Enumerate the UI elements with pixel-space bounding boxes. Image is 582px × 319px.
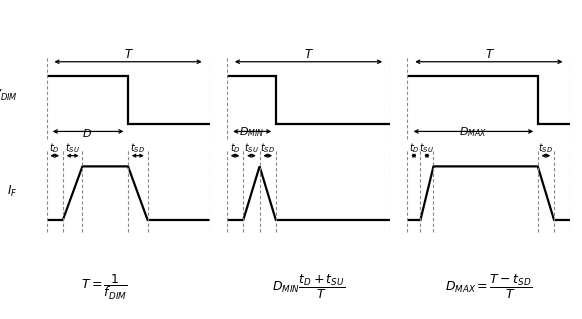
Text: $t_{SU}$: $t_{SU}$ — [420, 142, 434, 155]
Text: T: T — [305, 48, 312, 61]
Text: $t_D$: $t_D$ — [409, 142, 419, 155]
Text: $V_{DIM}$: $V_{DIM}$ — [0, 88, 17, 103]
Text: $D_{MAX}$: $D_{MAX}$ — [459, 125, 487, 138]
Text: T: T — [485, 48, 492, 61]
Text: $D_{MAX} = \dfrac{T-t_{SD}}{T}$: $D_{MAX} = \dfrac{T-t_{SD}}{T}$ — [445, 273, 533, 301]
Text: D: D — [83, 129, 91, 138]
Text: $t_{SU}$: $t_{SU}$ — [65, 142, 80, 155]
Text: $D_{MIN}\dfrac{t_D+t_{SU}}{T}$: $D_{MIN}\dfrac{t_D+t_{SU}}{T}$ — [272, 273, 345, 301]
Text: T: T — [125, 48, 132, 61]
Text: $t_{SU}$: $t_{SU}$ — [244, 142, 259, 155]
Text: $t_D$: $t_D$ — [230, 142, 240, 155]
Text: $I_F$: $I_F$ — [7, 184, 17, 199]
Text: $t_{SD}$: $t_{SD}$ — [260, 142, 275, 155]
Text: $t_{SD}$: $t_{SD}$ — [538, 142, 553, 155]
Text: $D_{MIN}$: $D_{MIN}$ — [239, 125, 264, 138]
Text: $t_D$: $t_D$ — [49, 142, 60, 155]
Text: $t_{SD}$: $t_{SD}$ — [130, 142, 146, 155]
Text: $T = \dfrac{1}{f_{DIM}}$: $T = \dfrac{1}{f_{DIM}}$ — [81, 273, 128, 301]
